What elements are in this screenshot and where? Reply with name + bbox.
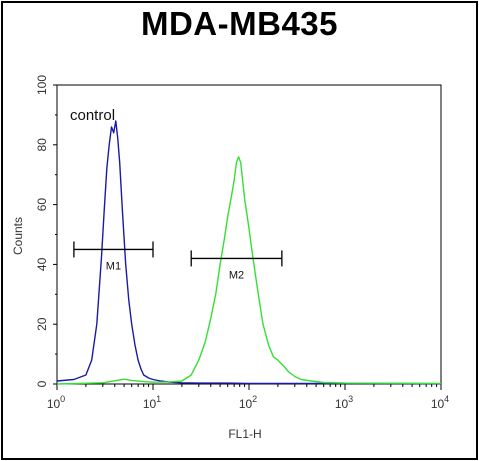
- control-annotation: control: [70, 107, 115, 124]
- x-tick-label: 100: [47, 394, 65, 411]
- x-tick-label: 104: [431, 394, 449, 411]
- x-tick-exponent: 4: [444, 394, 449, 404]
- y-tick-label: 20: [35, 317, 49, 331]
- y-tick-label: 0: [35, 380, 49, 387]
- x-tick-base: 10: [239, 397, 253, 411]
- y-tick-label: 100: [35, 75, 49, 95]
- x-tick-base: 10: [335, 397, 349, 411]
- chart-series: [56, 120, 442, 385]
- x-tick-base: 10: [143, 397, 157, 411]
- x-tick-exponent: 2: [252, 394, 257, 404]
- y-tick-label: 40: [35, 257, 49, 271]
- x-tick-base: 10: [47, 397, 61, 411]
- x-tick-exponent: 0: [60, 394, 65, 404]
- control-histogram-line: [56, 120, 442, 385]
- x-tick-label: 103: [335, 394, 353, 411]
- gate-label: M1: [106, 260, 121, 272]
- x-tick-label: 101: [143, 394, 161, 411]
- x-tick-base: 10: [431, 397, 445, 411]
- x-tick-exponent: 3: [348, 394, 353, 404]
- chart-title: MDA-MB435: [140, 5, 339, 42]
- x-tick-label: 102: [239, 394, 257, 411]
- y-tick-label: 60: [35, 198, 49, 212]
- chart-gates: M1 M2: [73, 241, 283, 281]
- y-tick-label: 80: [35, 138, 49, 152]
- gate-label: M2: [229, 269, 244, 281]
- sample-histogram-line: [56, 156, 442, 385]
- x-tick-exponent: 1: [156, 394, 161, 404]
- y-axis-label: Counts: [11, 217, 25, 255]
- x-axis-label: FL1-H: [228, 427, 261, 441]
